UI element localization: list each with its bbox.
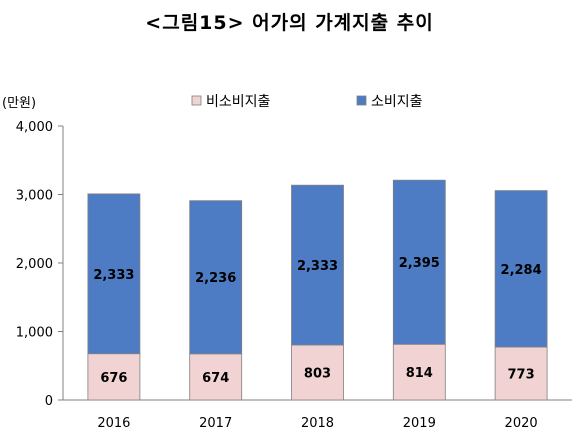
y-tick-label: 2,000 [16,257,53,272]
bar-segment-consumption [291,184,344,346]
x-tick-label: 2017 [199,416,232,431]
data-label: 676 [100,371,127,386]
bar-segment-non-consumption [392,343,446,401]
data-label: 814 [406,366,433,381]
data-label: 2,333 [93,268,134,283]
bar-segment-consumption [189,200,243,355]
data-label: 2,236 [195,271,236,286]
y-tick-label: 0 [45,394,53,409]
legend-swatch [356,95,367,106]
bar-segment-non-consumption [291,344,344,401]
y-tick-label: 1,000 [16,326,53,341]
legend-swatch [191,95,202,106]
legend-label: 비소비지출 [206,94,271,110]
data-label: 803 [304,366,331,381]
bar-segment-consumption [494,190,548,348]
x-tick-label: 2018 [301,416,334,431]
y-tick-label: 3,000 [16,189,53,204]
y-tick-label: 4,000 [16,120,53,135]
data-label: 674 [202,371,229,386]
bar-segment-consumption [87,193,141,355]
data-label: 2,395 [399,256,440,271]
bar-segment-non-consumption [189,353,243,401]
bar-segment-consumption [392,179,446,345]
data-label: 773 [508,368,535,383]
chart-title: <그림15> 어가의 가계지출 추이 [145,12,434,34]
x-tick-label: 2020 [505,416,538,431]
x-tick-label: 2019 [403,416,436,431]
data-label: 2,333 [297,259,338,274]
legend-label: 소비지출 [371,94,423,110]
x-tick-label: 2016 [97,416,130,431]
data-label: 2,284 [501,263,542,278]
bar-segment-non-consumption [494,346,548,401]
y-axis-unit-label: (만원) [2,96,36,111]
